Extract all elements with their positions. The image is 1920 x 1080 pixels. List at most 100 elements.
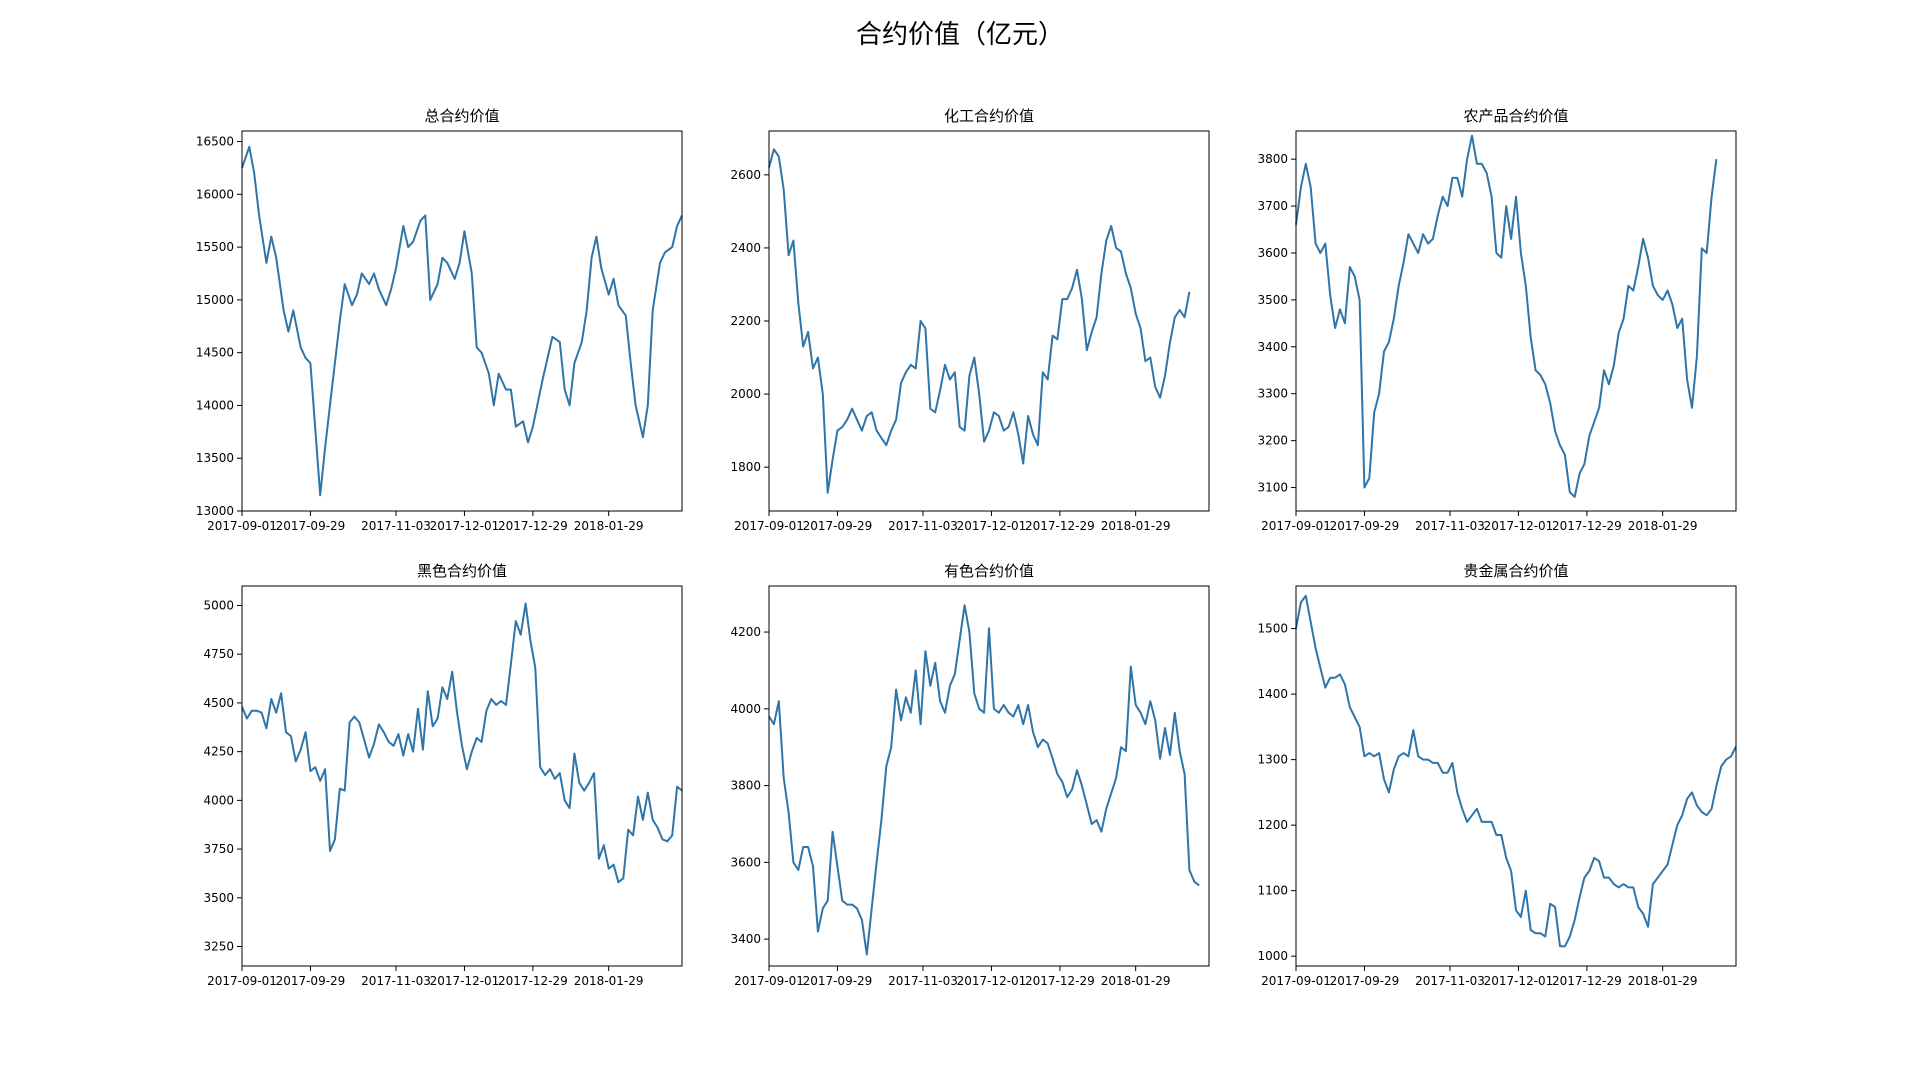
x-tick-label: 2017-11-03: [888, 974, 958, 988]
y-tick-label: 5000: [203, 598, 234, 612]
series-line: [241, 145, 683, 497]
x-tick-label: 2017-09-01: [207, 519, 277, 533]
y-tick-label: 3700: [1257, 199, 1288, 213]
figure-title: 合约价值（亿元）: [855, 20, 1064, 50]
y-tick-label: 4250: [203, 745, 234, 759]
y-tick-label: 4500: [203, 696, 234, 710]
y-tick-label: 3300: [1257, 387, 1288, 401]
y-tick-label: 3600: [730, 855, 761, 869]
x-tick-label: 2017-12-01: [1484, 974, 1554, 988]
y-tick-label: 2400: [730, 241, 761, 255]
axes-frame: [768, 585, 1210, 967]
axes-frame: [768, 130, 1210, 512]
y-tick-label: 3250: [203, 940, 234, 954]
x-tick-label: 2017-09-01: [1261, 974, 1331, 988]
x-tick-label: 2017-12-01: [430, 974, 500, 988]
y-tick-label: 14000: [196, 398, 234, 412]
x-tick-label: 2017-11-03: [361, 974, 431, 988]
y-tick-label: 2000: [730, 387, 761, 401]
axes-frame: [241, 130, 683, 512]
x-tick-label: 2017-09-29: [276, 519, 346, 533]
x-tick-label: 2018-01-29: [1101, 519, 1171, 533]
x-tick-label: 2017-12-29: [1025, 974, 1095, 988]
series-line: [768, 148, 1191, 494]
y-tick-label: 1400: [1257, 687, 1288, 701]
subplot-1: 总合约价值 13000 13500 14000 14500 15000 15500 16000…: [196, 107, 683, 533]
y-tick-label: 3200: [1257, 434, 1288, 448]
axes-frame: [1295, 585, 1737, 967]
x-tick-label: 2017-09-01: [1261, 519, 1331, 533]
series-line: [1295, 594, 1737, 948]
x-tick-label: 2017-11-03: [361, 519, 431, 533]
y-tick-label: 3600: [1257, 246, 1288, 260]
x-tick-label: 2017-09-29: [276, 974, 346, 988]
y-tick-label: 1300: [1257, 753, 1288, 767]
y-tick-label: 2600: [730, 168, 761, 182]
x-tick-label: 2017-12-01: [430, 519, 500, 533]
x-tick-label: 2017-11-03: [1415, 519, 1485, 533]
subplot-title: 化工合约价值: [944, 107, 1034, 125]
subplot-2: 化工合约价值180020002200240026002017-09-012017…: [730, 107, 1210, 533]
y-tick-label: 1500: [1257, 622, 1288, 636]
y-tick-label: 3800: [1257, 152, 1288, 166]
y-tick-label: 15000: [196, 293, 234, 307]
y-tick-label: 3750: [203, 842, 234, 856]
x-tick-label: 2017-12-29: [498, 974, 568, 988]
x-tick-label: 2018-01-29: [1101, 974, 1171, 988]
y-tick-label: 4000: [730, 702, 761, 716]
y-tick-label: 3800: [730, 779, 761, 793]
x-tick-label: 2017-09-01: [734, 974, 804, 988]
x-tick-label: 2017-09-29: [1330, 519, 1400, 533]
x-tick-label: 2017-09-29: [803, 519, 873, 533]
y-tick-label: 3100: [1257, 481, 1288, 495]
x-tick-label: 2017-11-03: [1415, 974, 1485, 988]
y-tick-label: 3500: [1257, 293, 1288, 307]
subplot-title: 贵金属合约价值: [1463, 562, 1568, 580]
y-tick-label: 1100: [1257, 884, 1288, 898]
y-tick-label: 3400: [1257, 340, 1288, 354]
axes-frame: [1295, 130, 1737, 512]
y-tick-label: 1000: [1257, 949, 1288, 963]
subplot-6: 贵金属合约价值 1000 1100 1200 1300 1400 1500 2017-09-0…: [1257, 562, 1737, 988]
series-line: [1295, 134, 1718, 498]
y-tick-label: 2200: [730, 314, 761, 328]
x-tick-label: 2017-12-29: [1552, 519, 1622, 533]
y-tick-label: 13500: [196, 451, 234, 465]
subplot-title: 总合约价值: [424, 107, 499, 125]
x-tick-label: 2017-11-03: [888, 519, 958, 533]
subplot-3: 农产品合约价值 3100 3200 3300 3400 3500 3600 3700 3800 2…: [1257, 107, 1737, 533]
y-tick-label: 13000: [196, 504, 234, 518]
x-tick-label: 2017-12-29: [498, 519, 568, 533]
x-tick-label: 2017-12-01: [1484, 519, 1554, 533]
x-tick-label: 2018-01-29: [574, 519, 644, 533]
x-tick-label: 2017-09-01: [207, 974, 277, 988]
y-tick-label: 1800: [730, 460, 761, 474]
x-tick-label: 2017-12-29: [1025, 519, 1095, 533]
x-tick-label: 2017-09-29: [803, 974, 873, 988]
x-tick-label: 2018-01-29: [1628, 974, 1698, 988]
subplot-5: 有色合约价值340036003800400042002017-09-012017…: [730, 562, 1210, 988]
axes-frame: [241, 585, 683, 967]
series-line: [241, 602, 683, 884]
y-tick-label: 4000: [203, 793, 234, 807]
subplot-title: 有色合约价值: [944, 562, 1034, 580]
y-tick-label: 14500: [196, 346, 234, 360]
y-tick-label: 4200: [730, 625, 761, 639]
y-tick-label: 16000: [196, 187, 234, 201]
y-tick-label: 3500: [203, 891, 234, 905]
x-tick-label: 2018-01-29: [574, 974, 644, 988]
subplot-title: 黑色合约价值: [417, 562, 507, 580]
y-tick-label: 16500: [196, 135, 234, 149]
series-line: [768, 604, 1200, 956]
subplot-4: 黑色合约价值 3250 3500 3750 4000 4250 4500 4750 5000 20…: [203, 562, 683, 988]
y-tick-label: 15500: [196, 240, 234, 254]
x-tick-label: 2017-09-29: [1330, 974, 1400, 988]
subplot-title: 农产品合约价值: [1463, 107, 1568, 125]
x-tick-label: 2018-01-29: [1628, 519, 1698, 533]
y-tick-label: 3400: [730, 932, 761, 946]
x-tick-label: 2017-12-29: [1552, 974, 1622, 988]
x-tick-label: 2017-09-01: [734, 519, 804, 533]
subplots-group: 总合约价值 13000 13500 14000 14500 15000 15500 16000…: [196, 107, 1737, 988]
y-tick-label: 1200: [1257, 818, 1288, 832]
